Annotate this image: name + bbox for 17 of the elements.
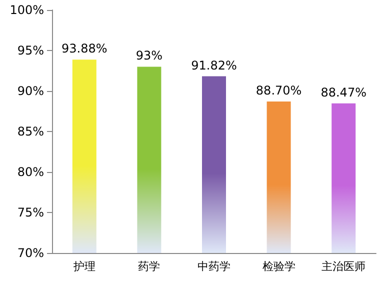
data-label: 88.70%	[256, 84, 302, 98]
x-tick-label: 护理	[72, 260, 96, 273]
y-tick-label: 70%	[17, 246, 44, 260]
x-tick-label: 药学	[138, 260, 160, 273]
y-tick-label: 85%	[17, 124, 44, 138]
x-tick-label: 中药学	[198, 260, 230, 273]
data-label: 91.82%	[191, 58, 237, 72]
y-tick-label: 95%	[17, 44, 44, 58]
y-tick-label: 90%	[17, 84, 44, 98]
y-tick-label: 100%	[10, 3, 44, 17]
data-label: 93%	[136, 48, 163, 63]
x-tick-label: 主治医师	[322, 260, 366, 273]
data-label: 88.47%	[320, 85, 366, 100]
data-label: 93.88%	[62, 42, 108, 56]
x-tick-label: 检验学	[262, 260, 296, 273]
y-tick-label: 75%	[17, 206, 44, 220]
y-tick-label: 80%	[17, 165, 44, 179]
